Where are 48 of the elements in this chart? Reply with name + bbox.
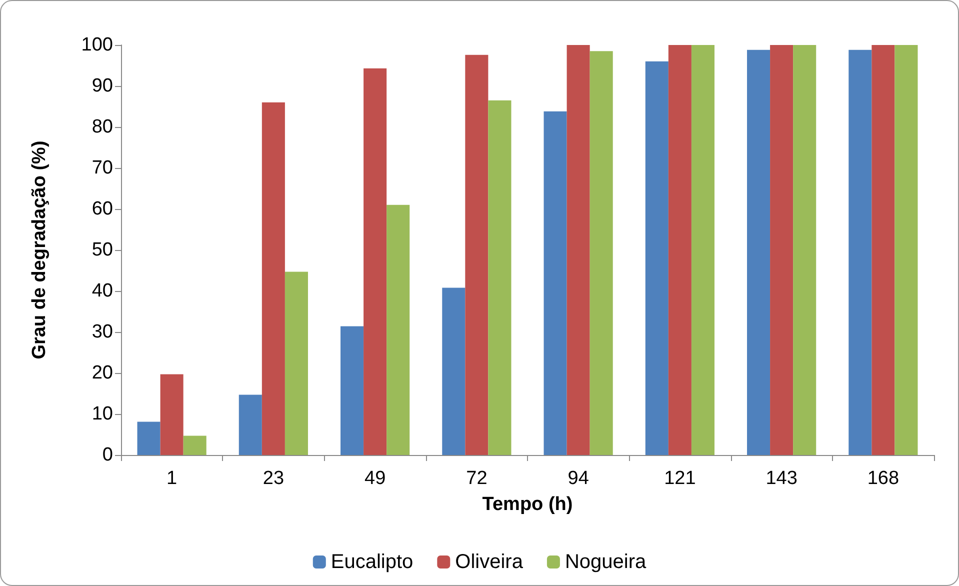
bar [770,45,794,455]
bar [364,68,387,455]
bar [284,272,308,455]
bar [872,45,895,455]
bar [747,50,770,455]
legend-label: Oliveira [455,551,524,573]
legend-label: Nogueira [564,551,647,573]
bar [238,394,262,455]
bar [137,422,160,455]
bar [442,288,466,455]
x-tick-label: 72 [466,468,488,489]
bar [160,374,184,455]
x-tick-label: 143 [766,468,798,489]
bar [894,45,918,455]
y-axis-title: Grau de degradação (%) [29,140,50,360]
y-tick-label: 70 [92,158,113,178]
bar [590,51,613,455]
bar [544,111,567,455]
bar [691,45,714,455]
legend-label: Eucalipto [330,551,414,573]
bar [668,45,692,455]
x-tick-label: 94 [568,468,590,489]
bar [183,436,206,455]
x-tick-label: 23 [262,468,284,489]
x-tick-label: 168 [867,468,900,489]
y-tick-label: 80 [92,116,113,138]
x-tick-label: 49 [364,468,386,489]
bar [262,102,285,455]
x-tick-label: 1 [166,468,178,489]
bar [566,45,590,455]
y-tick-label: 90 [92,76,113,96]
bar [386,204,410,455]
y-tick-label: 60 [92,198,113,220]
x-tick-label: 121 [664,468,696,489]
bar [645,61,668,455]
y-tick-label: 100 [81,34,113,56]
bar [488,100,512,455]
bar [340,326,364,455]
y-tick-label: 30 [92,322,113,342]
y-tick-label: 10 [92,404,113,424]
x-axis-title: Tempo (h) [482,494,573,515]
bar [465,54,488,455]
y-tick-label: 50 [92,240,113,260]
y-tick-label: 20 [92,362,113,384]
y-tick-label: 0 [102,444,113,466]
bar [848,50,872,455]
bar [793,45,816,455]
y-tick-label: 40 [92,280,113,302]
